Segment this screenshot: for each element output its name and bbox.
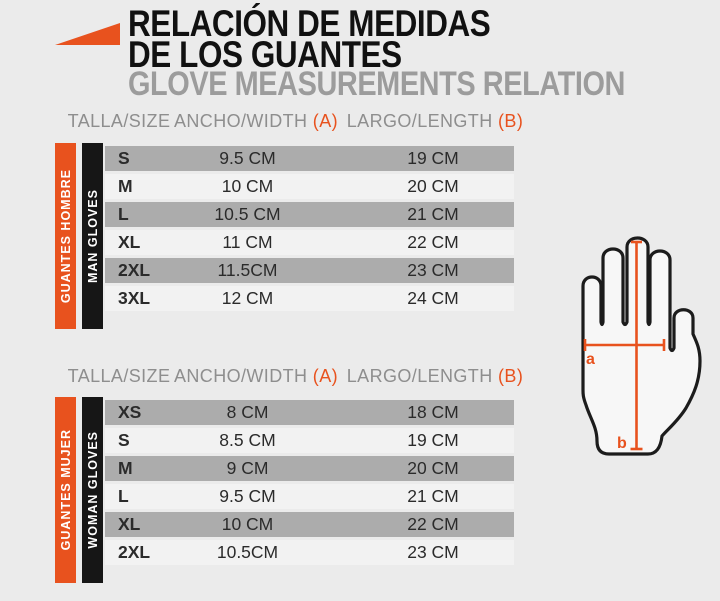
brand-triangle-logo	[55, 23, 120, 45]
size-cell: L	[118, 486, 129, 506]
width-cell: 11.5CM	[217, 260, 278, 280]
table-row: S 9.5 CM 19 CM	[105, 146, 514, 171]
size-cell: XS	[118, 402, 142, 422]
men-rows: S 9.5 CM 19 CM M 10 CM 20 CM L 10.5 CM 2…	[105, 143, 514, 314]
table-row: L 10.5 CM 21 CM	[105, 202, 514, 227]
column-header-length: LARGO/LENGTH (B)	[346, 366, 524, 386]
length-label-b: b	[617, 435, 627, 452]
page-title: RELACIÓN DE MEDIDAS DE LOS GUANTES GLOVE…	[128, 3, 713, 103]
width-cell: 9.5 CM	[219, 148, 276, 168]
title-line-2: DE LOS GUANTES	[128, 34, 402, 75]
column-header-width: ANCHO/WIDTH (A)	[174, 366, 338, 386]
width-cell: 10.5CM	[216, 542, 279, 562]
length-marker-b: (B)	[498, 366, 524, 386]
width-cell: 9.5 CM	[219, 486, 276, 506]
length-cell: 22 CM	[407, 514, 459, 534]
length-cell: 20 CM	[407, 458, 459, 478]
size-cell: 2XL	[118, 542, 151, 562]
length-cell: 21 CM	[407, 486, 459, 506]
size-cell: S	[118, 430, 130, 450]
length-cell: 19 CM	[407, 148, 459, 168]
table-row: XL 11 CM 22 CM	[105, 230, 514, 255]
side-bar-guantes-hombre: GUANTES HOMBRE	[55, 143, 76, 329]
size-cell: L	[118, 204, 129, 224]
measurement-lines	[583, 240, 666, 451]
hand-measurement-diagram: a b	[581, 236, 702, 456]
side-bar-man-gloves: MAN GLOVES	[82, 143, 103, 329]
width-cell: 11 CM	[222, 232, 273, 252]
length-cell: 23 CM	[407, 260, 459, 280]
size-cell: 2XL	[118, 260, 151, 280]
size-cell: XL	[118, 514, 141, 534]
side-bar-woman-gloves: WOMAN GLOVES	[82, 397, 103, 583]
width-marker-a: (A)	[312, 111, 338, 131]
width-cell: 12 CM	[221, 288, 274, 308]
width-label-a: a	[586, 351, 595, 368]
width-cell: 8.5 CM	[219, 430, 276, 450]
table-row: L 9.5 CM 21 CM	[105, 484, 514, 509]
side-bar-guantes-mujer: GUANTES MUJER	[55, 397, 76, 583]
table-row: XL 10 CM 22 CM	[105, 512, 514, 537]
table-row: 2XL 11.5CM 23 CM	[105, 258, 514, 283]
table-row: S 8.5 CM 19 CM	[105, 428, 514, 453]
length-marker-b: (B)	[498, 111, 524, 131]
size-cell: 3XL	[118, 288, 151, 308]
length-cell: 19 CM	[407, 430, 459, 450]
length-cell: 24 CM	[407, 288, 459, 308]
length-cell: 21 CM	[407, 204, 459, 224]
table-row: M 9 CM 20 CM	[105, 456, 514, 481]
women-rows: XS 8 CM 18 CM S 8.5 CM 19 CM M 9 CM 20 C…	[105, 397, 514, 568]
title-line-1: RELACIÓN DE MEDIDAS	[128, 3, 491, 44]
width-marker-a: (A)	[312, 366, 338, 386]
table-row: 2XL 10.5CM 23 CM	[105, 540, 514, 565]
size-cell: S	[118, 148, 130, 168]
width-cell: 8 CM	[226, 402, 269, 422]
length-cell: 20 CM	[407, 176, 459, 196]
size-cell: M	[118, 458, 133, 478]
column-header-size: TALLA/SIZE	[67, 366, 171, 386]
page-subtitle: GLOVE MEASUREMENTS RELATION	[128, 65, 625, 103]
column-header-size: TALLA/SIZE	[67, 111, 171, 131]
table-row: 3XL 12 CM 24 CM	[105, 286, 514, 311]
column-header-width: ANCHO/WIDTH (A)	[174, 111, 338, 131]
length-cell: 22 CM	[407, 232, 459, 252]
width-cell: 10 CM	[221, 176, 274, 196]
size-cell: M	[118, 176, 133, 196]
length-cell: 23 CM	[407, 542, 459, 562]
size-cell: XL	[118, 232, 141, 252]
table-row: M 10 CM 20 CM	[105, 174, 514, 199]
table-row: XS 8 CM 18 CM	[105, 400, 514, 425]
width-cell: 9 CM	[226, 458, 269, 478]
column-header-length: LARGO/LENGTH (B)	[346, 111, 524, 131]
width-cell: 10 CM	[221, 514, 274, 534]
length-cell: 18 CM	[407, 402, 459, 422]
width-cell: 10.5 CM	[214, 204, 281, 224]
